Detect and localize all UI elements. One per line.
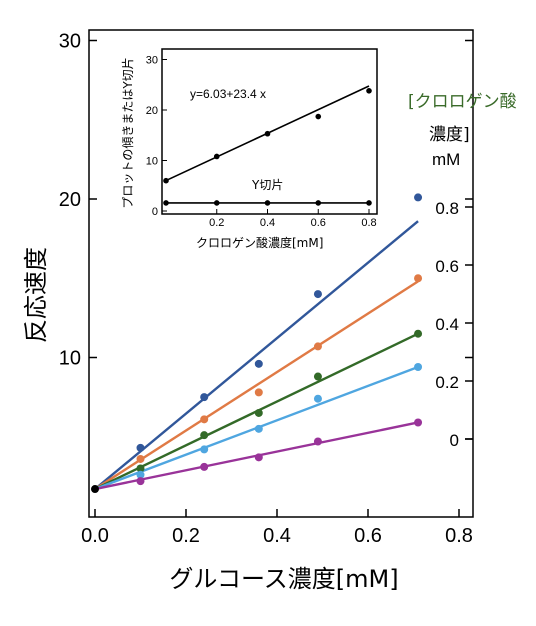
data-point-0: [414, 418, 423, 427]
data-point-0.8: [254, 359, 263, 368]
data-point-0.2: [254, 424, 263, 433]
data-point-0: [136, 477, 145, 486]
data-point-0.6: [200, 415, 209, 424]
origin-point: [91, 485, 99, 494]
data-point-0.2: [313, 394, 322, 403]
data-point-0.8: [313, 290, 322, 299]
x-tick-label: 0.2: [172, 525, 200, 547]
data-point-0.4: [136, 464, 145, 473]
data-point-0.8: [414, 193, 423, 202]
legend-title-line-1: [クロロゲン酸: [408, 92, 517, 112]
inset-x-tick-label: 0.8: [361, 217, 376, 229]
inset-point: [163, 200, 169, 206]
inset-point: [366, 200, 372, 206]
main-fit-lines: [94, 220, 419, 491]
x-tick-label: 0.4: [263, 525, 291, 547]
data-point-0.2: [200, 445, 209, 454]
legend-entry-0.8: 0.8: [435, 199, 459, 218]
x-tick-label: 0.6: [354, 525, 382, 547]
y-tick-label: 20: [59, 189, 81, 211]
data-point-0.4: [200, 431, 209, 440]
fit-line-0.6: [94, 280, 419, 491]
inset-data-points: [163, 88, 372, 206]
inset-x-tick-label: 0.2: [209, 217, 224, 229]
data-point-0.2: [136, 470, 145, 479]
y-tick-label: 30: [59, 31, 81, 53]
y-tick-label: 10: [59, 348, 81, 370]
legend-entry-0.6: 0.6: [435, 257, 459, 276]
data-point-0.6: [136, 454, 145, 463]
fit-line-0.8: [94, 220, 419, 490]
data-point-0.6: [254, 388, 263, 397]
inset-y-tick-label: 10: [146, 156, 158, 168]
inset-point: [315, 113, 322, 120]
legend-title-line-3: mM: [432, 150, 460, 169]
legend-entry-0.4: 0.4: [435, 315, 459, 334]
inset-x-tick-label: 0.6: [311, 217, 326, 229]
data-point-0.8: [136, 443, 145, 452]
data-point-0.4: [414, 329, 423, 338]
inset-series-label-y-intercept: Y切片: [251, 178, 283, 192]
data-point-0.2: [414, 363, 423, 372]
inset-point: [213, 153, 220, 160]
legend: [クロロゲン酸 濃度] mM 0.8 0.6 0.4 0.2 0: [408, 92, 517, 450]
data-point-0: [254, 453, 263, 462]
inset-point: [213, 200, 220, 206]
main-data-points: [91, 193, 423, 494]
x-tick-label: 0.0: [81, 525, 109, 547]
data-point-0.4: [254, 408, 263, 417]
x-tick-label: 0.8: [445, 525, 473, 547]
inset-point: [366, 88, 372, 94]
legend-entry-0.2: 0.2: [435, 373, 459, 392]
legend-entry-0: 0: [450, 431, 459, 450]
main-axis-ticks: 0.0 0.2 0.4 0.6 0.8 10 20 30: [59, 31, 473, 547]
inset-y-tick-label: 20: [146, 105, 158, 117]
inset-axis-ticks: 0.2 0.4 0.6 0.8 0 10 20 30: [146, 55, 377, 230]
data-point-0.8: [200, 393, 209, 402]
data-point-0: [313, 437, 322, 446]
inset-y-tick-label: 30: [146, 55, 158, 67]
data-point-0.6: [414, 274, 423, 283]
main-plot-frame: [88, 29, 474, 518]
inset-annotation: y=6.03+23.4 x: [190, 87, 266, 101]
inset-point: [264, 130, 271, 137]
inset-y-tick-label: 0: [152, 206, 158, 218]
inset-x-axis-label: クロロゲン酸濃度[mM]: [196, 235, 323, 250]
y-axis-label: 反応速度: [22, 247, 50, 343]
inset-point: [264, 200, 271, 206]
inset-point: [163, 177, 169, 184]
data-point-0.4: [313, 372, 322, 381]
inset-point: [315, 200, 322, 206]
legend-title-line-2: 濃度]: [429, 125, 470, 145]
inset-y-axis-label: プロットの傾きまたはY切片: [121, 57, 135, 208]
data-point-0: [200, 462, 209, 471]
inset-x-tick-label: 0.4: [260, 217, 275, 229]
data-point-0.6: [313, 342, 322, 351]
x-axis-label: グルコース濃度[mM]: [169, 565, 398, 593]
